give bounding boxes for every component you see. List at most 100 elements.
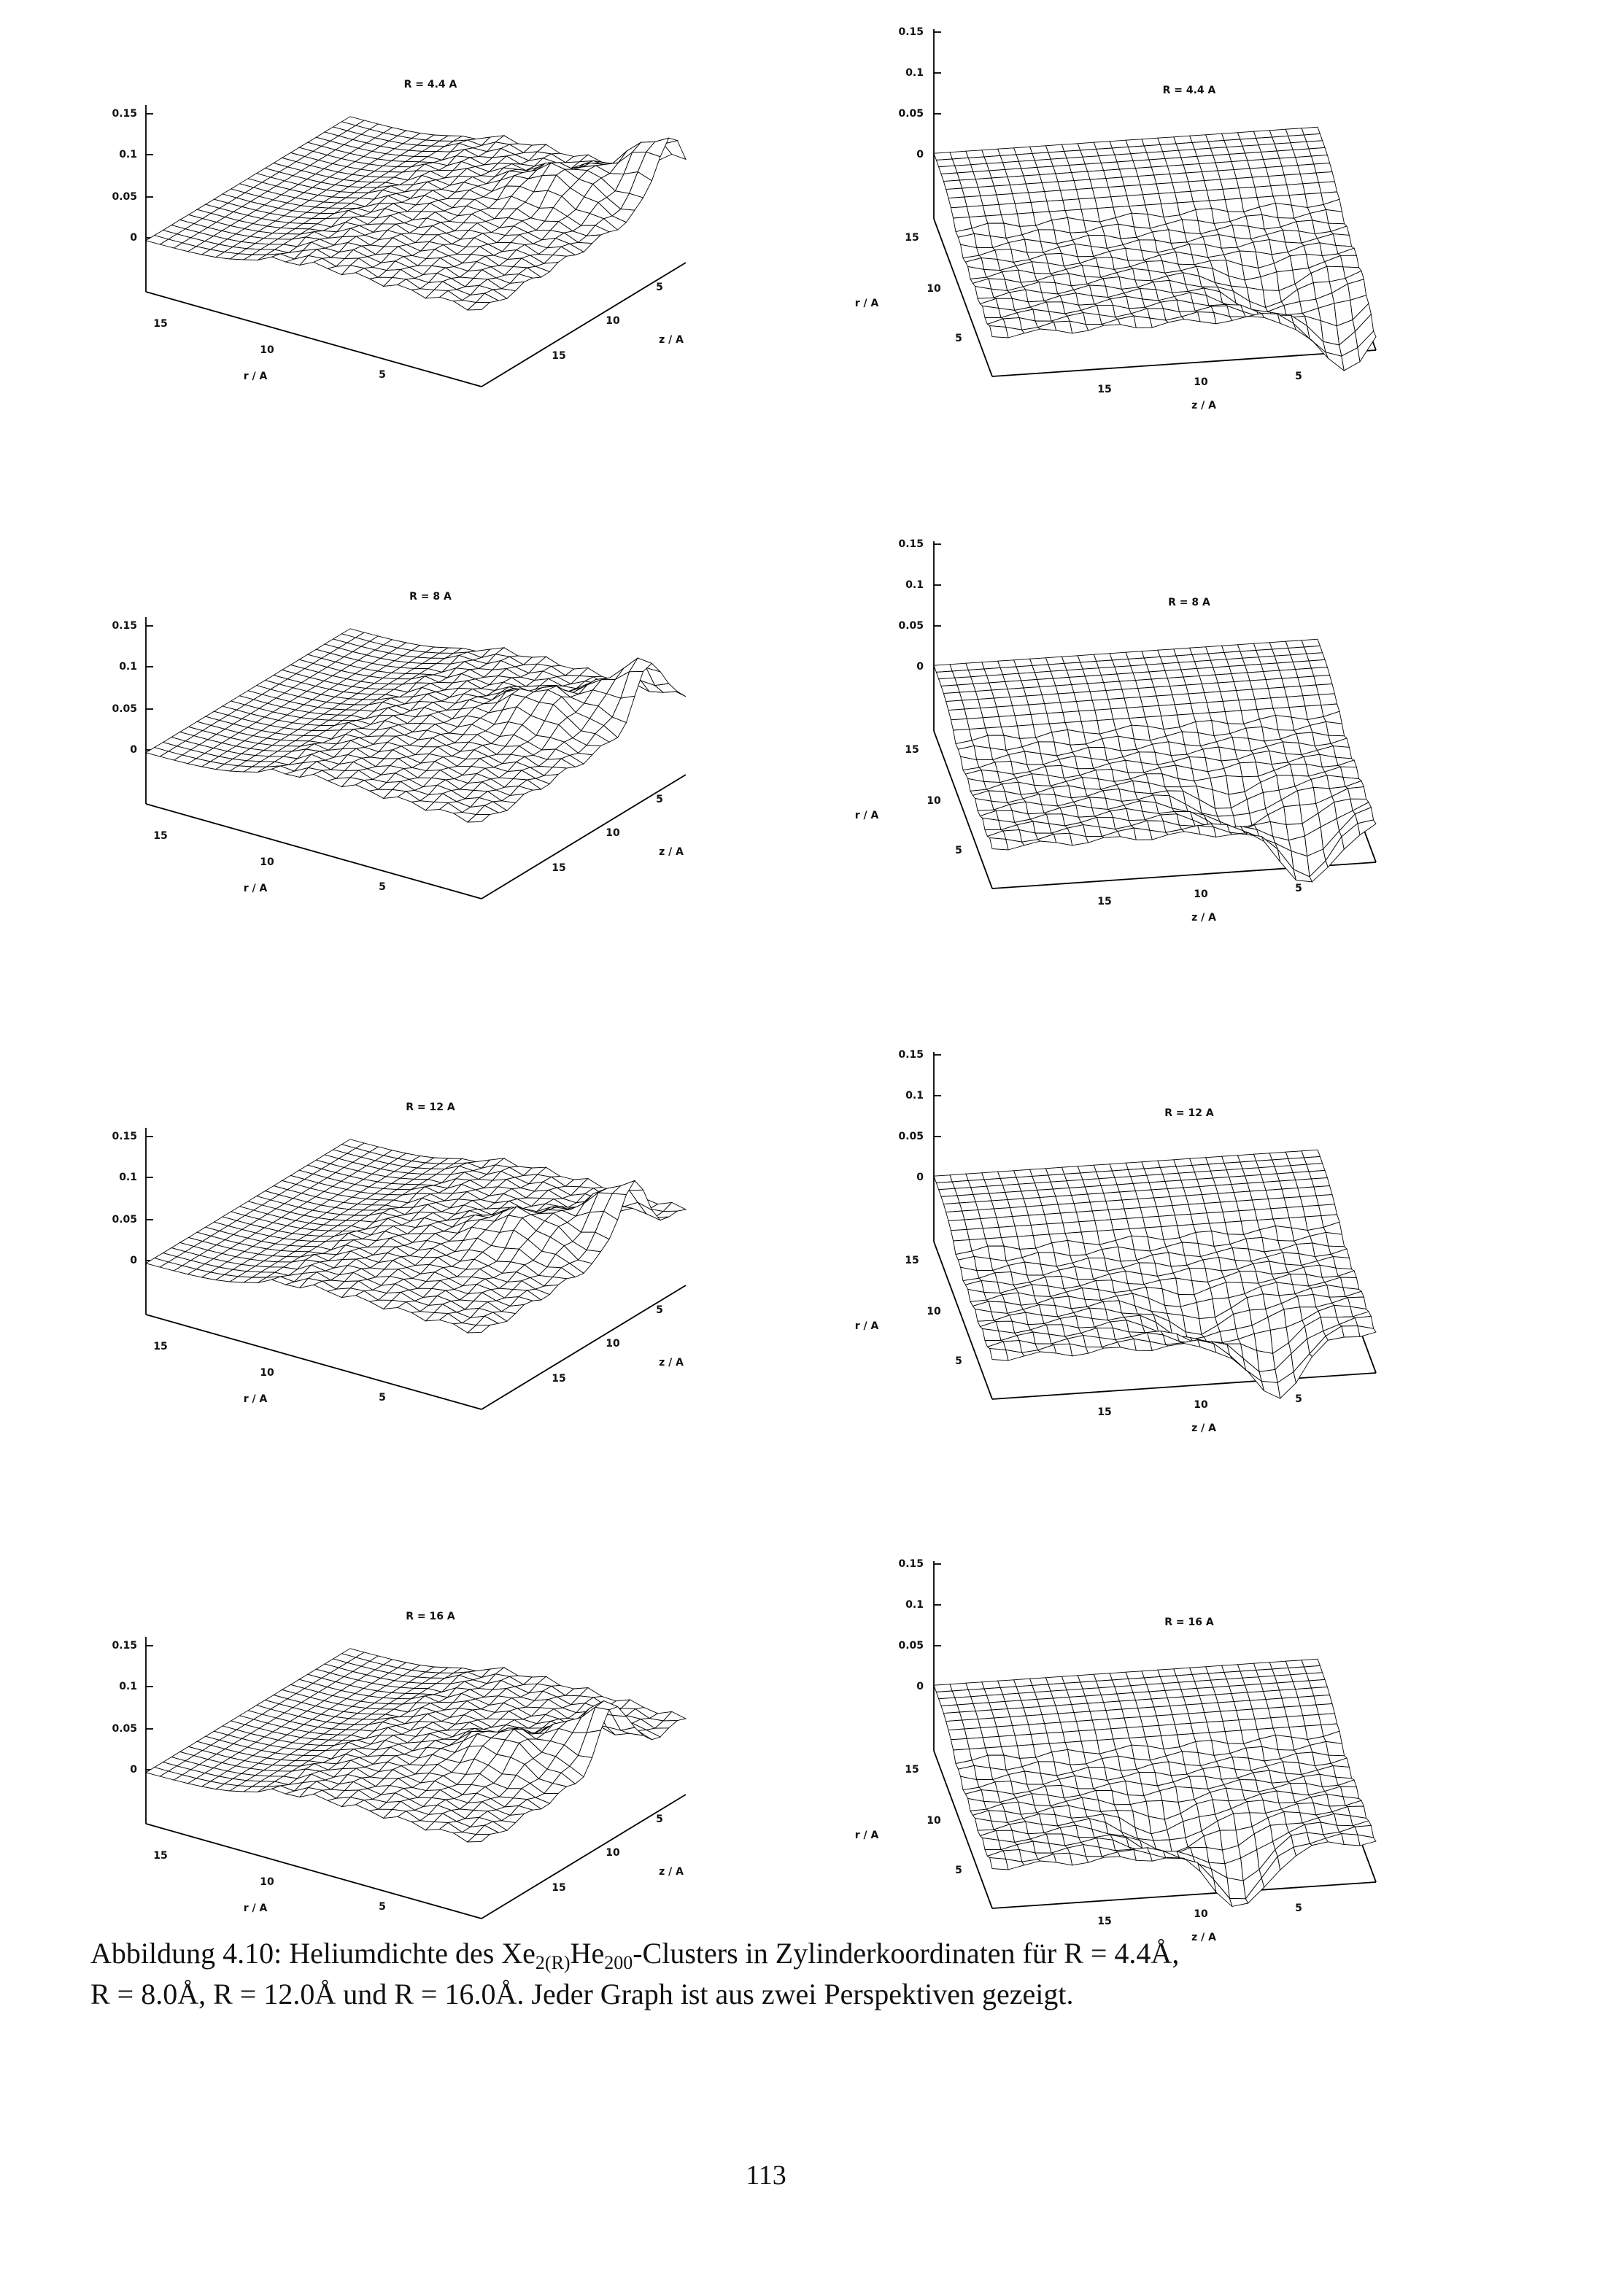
z-tick-label: 10 [606, 315, 620, 327]
surface-mesh-cell [1258, 143, 1277, 152]
surface-mesh-cell [1172, 693, 1191, 705]
surface-mesh-cell [1048, 1682, 1067, 1692]
surface-mesh-cell [1233, 168, 1253, 179]
surface-mesh-cell [1226, 1877, 1246, 1900]
surface-mesh-cell [1023, 1706, 1043, 1716]
surface-mesh-cell [1055, 1195, 1075, 1205]
surface-mesh-cell [978, 1208, 997, 1220]
r-tick-label: 10 [927, 283, 941, 295]
caption-text: Abbildung 4.10: Heliumdichte des Xe [90, 1937, 535, 1970]
surface-mesh-cell [1201, 170, 1221, 182]
surface-mesh-cell [1156, 1205, 1175, 1217]
surface-mesh-cell [1239, 762, 1259, 778]
surface-mesh-cell [1081, 1288, 1102, 1301]
surface-mesh-cell [1073, 691, 1093, 702]
surface-mesh-cell [970, 675, 990, 684]
r-tick-label: 10 [260, 1367, 274, 1379]
surface-mesh-cell [1251, 1199, 1272, 1210]
surface-mesh-cell [983, 667, 1004, 676]
surface-mesh-cell [1194, 1679, 1214, 1689]
surface-mesh-cell [1079, 148, 1099, 158]
z-tick-label: 15 [552, 1882, 565, 1894]
surface-mesh-cell [1091, 1209, 1112, 1221]
surface-mesh-cell [1315, 1703, 1335, 1715]
surface-mesh-cell [1111, 1678, 1132, 1687]
caption-line: Abbildung 4.10: Heliumdichte des Xe2(R)H… [90, 1933, 1462, 1974]
height-tick-label: 0.15 [112, 1640, 137, 1652]
surface-mesh-cell [1137, 1197, 1157, 1209]
surface-mesh-cell [1265, 1698, 1285, 1709]
surface-mesh-cell [1224, 710, 1245, 724]
surface-mesh-cell [1199, 1694, 1218, 1705]
surface-mesh-cell [1140, 1206, 1159, 1218]
surface-mesh-cell [1078, 1220, 1098, 1233]
surface-mesh-cell [1137, 174, 1157, 186]
surface-mesh-cell [983, 155, 1004, 164]
surface-mesh-cell [1039, 1705, 1059, 1716]
surface-mesh-cell [1299, 1704, 1319, 1716]
surface-mesh-cell [1016, 1744, 1037, 1759]
surface-mesh-cell [1199, 674, 1218, 685]
surface-mesh-cell [1226, 1787, 1245, 1802]
r-tick-label: 5 [379, 881, 386, 893]
surface-mesh-cell [1161, 714, 1180, 730]
surface-mesh-cell [1180, 1687, 1200, 1698]
surface-mesh-cell [1282, 1761, 1302, 1776]
height-tick-label: 0.15 [898, 26, 924, 38]
r-tick-label: 10 [927, 1815, 941, 1827]
surface-mesh-cell [1118, 1700, 1139, 1710]
surface-mesh-cell [1062, 711, 1082, 724]
surface-mesh-cell [1066, 1179, 1086, 1188]
surface-mesh-cell [1143, 1166, 1164, 1176]
surface-mesh-cell [1071, 1703, 1091, 1714]
surface-mesh-cell [1110, 195, 1130, 208]
surface-mesh-cell [1199, 162, 1218, 173]
surface-mesh-cell [1283, 1196, 1304, 1208]
surface-mesh-cell [950, 1228, 970, 1242]
surface-mesh-cell [1215, 1184, 1234, 1194]
height-tick-label: 0.05 [112, 191, 137, 203]
surface-mesh-cell [1188, 180, 1207, 192]
surface-mesh-cell [1236, 1708, 1256, 1721]
surface-mesh-cell [943, 1202, 963, 1213]
surface-mesh-cell [982, 204, 1002, 217]
surface-mesh-cell [1188, 1776, 1208, 1789]
surface-mesh-cell [1052, 164, 1072, 174]
r-axis-label: r / A [855, 1320, 879, 1332]
surface-mesh-cell [1071, 171, 1091, 182]
surface-mesh-cell [946, 1719, 965, 1731]
surface-mesh-cell [951, 157, 972, 166]
surface-mesh-cell [980, 194, 999, 206]
surface-mesh-cell [1226, 145, 1246, 155]
surface-mesh-cell [1009, 183, 1029, 195]
surface-mesh-cell [1295, 1687, 1315, 1698]
surface-mesh-cell [1212, 665, 1232, 676]
surface-mesh-cell [989, 325, 1009, 338]
surface-mesh-cell [1263, 1689, 1283, 1700]
height-tick-label: 0 [130, 1255, 137, 1266]
surface-mesh-cell [1007, 1198, 1026, 1209]
surface-mesh-cell [1229, 1897, 1249, 1907]
surface-mesh-cell [1020, 1189, 1040, 1199]
surface-mesh-cell [1080, 1231, 1100, 1245]
surface-mesh-cell [1283, 1706, 1304, 1717]
surface-mesh-cell [1313, 163, 1333, 174]
surface-mesh-cell [1261, 1380, 1281, 1399]
height-tick-label: 0.05 [112, 1723, 137, 1735]
surface-mesh-cell [1302, 182, 1322, 195]
surface-mesh-cell [1142, 193, 1162, 206]
surface-mesh-cell [1085, 836, 1105, 843]
surface-mesh-cell [1025, 694, 1045, 705]
surface-mesh-cell [1283, 805, 1303, 825]
height-tick-label: 0.15 [112, 620, 137, 632]
surface-mesh-cell [943, 179, 963, 190]
surface-mesh-cell [1185, 1194, 1205, 1205]
surface-mesh-cell [1289, 763, 1310, 777]
r-tick-label: 5 [955, 845, 962, 856]
surface-mesh-cell [983, 1687, 1004, 1696]
axis-line [145, 1314, 482, 1410]
surface-mesh-cell [1270, 1716, 1290, 1729]
surface-mesh-cell [1194, 147, 1214, 157]
surface-mesh-cell [1283, 174, 1304, 185]
